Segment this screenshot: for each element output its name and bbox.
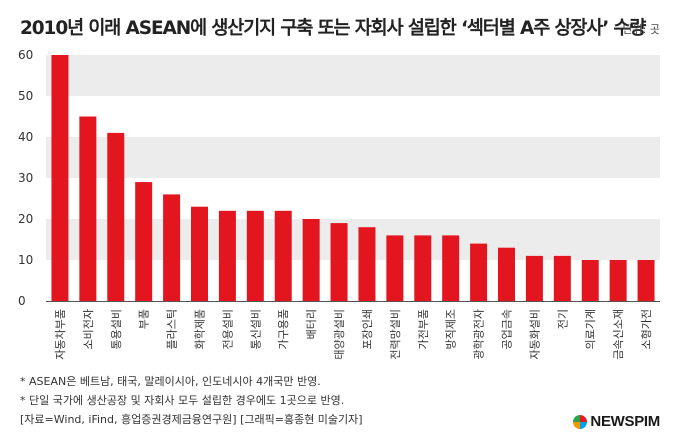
bar-17	[498, 247, 515, 301]
x-tick-label: 전기	[556, 309, 569, 329]
bar-3	[107, 132, 125, 301]
bar-5	[163, 194, 181, 301]
bar-1	[51, 55, 69, 301]
x-tick-label: 전용설비	[221, 309, 234, 349]
bar-12	[358, 227, 376, 301]
bar-6	[191, 206, 208, 301]
x-tick-label: 통신설비	[249, 309, 262, 349]
y-tick-label: 60	[18, 48, 33, 62]
bar-16	[470, 243, 488, 301]
bar-4	[135, 182, 153, 301]
y-tick-label: 10	[18, 253, 33, 267]
newspim-logo: NEWSPIM	[573, 413, 660, 430]
x-tick-label: 가구용품	[277, 309, 290, 349]
y-tick-label: 20	[18, 212, 33, 226]
x-tick-label: 의료기계	[584, 309, 597, 349]
bar-15	[442, 235, 460, 301]
x-tick-label: 통용설비	[110, 309, 123, 349]
chart-title: 2010년 이래 ASEAN에 생산기지 구축 또는 자회사 설립한 ‘섹터별 …	[20, 18, 646, 39]
header: 2010년 이래 ASEAN에 생산기지 구축 또는 자회사 설립한 ‘섹터별 …	[20, 14, 660, 46]
x-tick-label: 소비전자	[82, 309, 95, 349]
x-tick-label: 공업금속	[501, 309, 514, 349]
y-tick-label: 40	[18, 130, 33, 144]
x-tick-label: 부품	[138, 309, 151, 329]
bar-21	[609, 260, 627, 301]
x-tick-label: 전력망설비	[389, 309, 402, 360]
y-tick-label: 0	[18, 294, 26, 308]
bar-22	[637, 260, 655, 301]
footnote-2: * 단일 국가에 생산공장 및 자회사 모두 설립한 경우에도 1곳으로 반영.	[20, 394, 345, 407]
x-tick-label: 금속신소재	[612, 309, 625, 360]
x-tick-label: 자동차부품	[54, 309, 67, 360]
footnote-1: * ASEAN은 베트남, 태국, 말레이시아, 인도네시아 4개국만 반영.	[20, 375, 321, 388]
y-tick-label: 50	[18, 89, 33, 103]
x-tick-label: 소형가전	[640, 309, 653, 349]
bar-20	[581, 260, 599, 301]
footnotes: * ASEAN은 베트남, 태국, 말레이시아, 인도네시아 4개국만 반영. …	[20, 372, 363, 429]
bar-13	[386, 235, 404, 301]
grid-band	[46, 55, 660, 96]
x-tick-label: 포장인쇄	[361, 309, 374, 349]
x-tick-label: 방직제조	[445, 309, 458, 349]
bar-14	[414, 235, 432, 301]
y-tick-label: 30	[18, 171, 33, 185]
bar-8	[246, 210, 264, 301]
bar-10	[302, 219, 320, 301]
logo-icon	[573, 414, 588, 429]
x-tick-label: 태양광설비	[333, 309, 346, 360]
brand-name: NEWSPIM	[590, 413, 660, 430]
bar-19	[553, 255, 571, 301]
x-tick-label: 가전부품	[417, 309, 430, 349]
x-tick-label: 자동화설비	[528, 309, 541, 360]
bar-7	[218, 210, 236, 301]
source-credit: [자료=Wind, iFind, 흥업증권경제금융연구원] [그래픽=홍종현 미…	[20, 413, 363, 426]
x-tick-label: 배터리	[305, 309, 318, 339]
unit-label: 단위: 곳	[622, 23, 660, 36]
x-tick-label: 화학제품	[194, 309, 207, 349]
bar-11	[330, 223, 348, 301]
x-tick-label: 광학광전자	[473, 309, 486, 360]
bar-9	[274, 210, 292, 301]
bar-18	[525, 255, 543, 301]
x-tick-label: 플라스틱	[166, 309, 179, 349]
bar-2	[79, 116, 97, 301]
grid-band	[46, 137, 660, 178]
